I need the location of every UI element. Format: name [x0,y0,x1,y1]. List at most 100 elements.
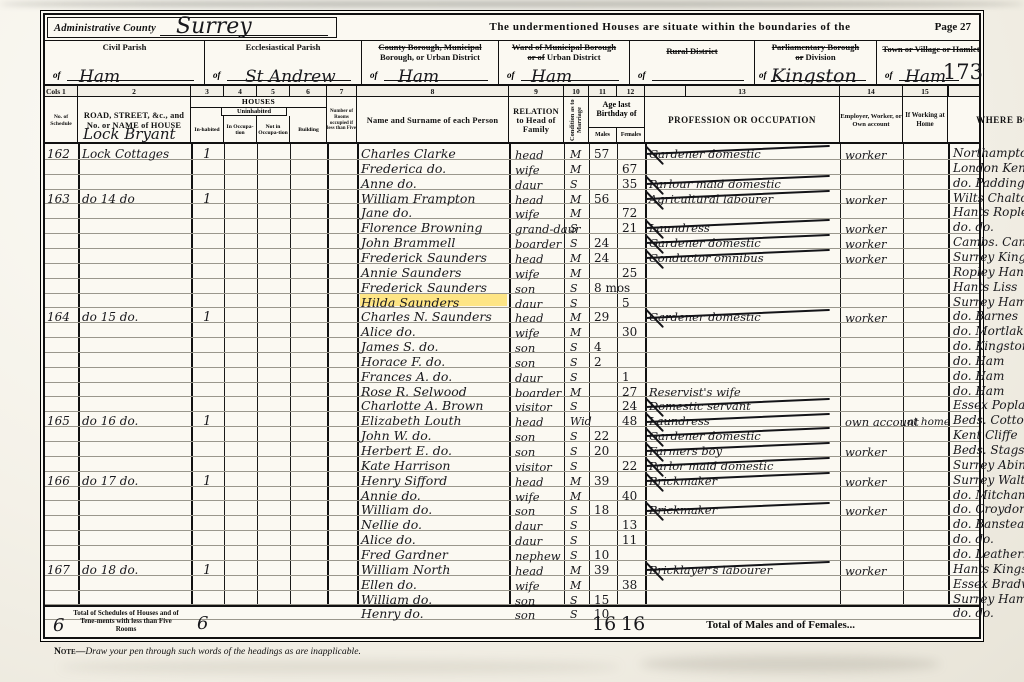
cell-road-street: do 17 do. [82,473,139,488]
district-of-label: of [370,70,378,80]
district-of-label: of [885,70,893,80]
table-row[interactable]: William do. son S 15 Surrey Ham [45,590,1024,608]
cell-inhabited: 1 [203,191,212,207]
cell-road-street: do 18 do. [82,562,139,577]
table-row[interactable]: John Brammell boarder S 24 Gardener domestic… [45,233,1024,255]
cell-relation: head [515,415,544,430]
cell-road-street: do 16 do. [82,414,139,429]
cell-condition: S [570,519,578,533]
header-rooms-label: Number of Rooms occupied if less than Fi… [327,109,356,132]
cell-age-male: 57 [594,147,610,161]
table-row[interactable]: 163 do 14 do 1 William Frampton head M 56 Agric… [45,189,1024,210]
header-age-males: Males [589,127,617,144]
column-rule [509,144,511,605]
colnum-spacer [685,86,686,97]
cell-where-born: do. Ham [953,368,1005,383]
header-relation: RELATION to Head of Family [509,97,564,144]
cell-name-surname: Frederick Saunders [361,249,487,265]
cell-employer-worker: worker [845,237,887,252]
cell-where-born: Kent Cliffe [953,428,1018,443]
table-row[interactable]: John W. do. son S 22 Gardener domestic Kent C… [45,426,1018,448]
table-row[interactable]: Charlotte A. Brown visitor S 24 Domestic ser… [45,396,1024,418]
row-rule [45,455,979,457]
district-rule [899,80,959,81]
colnum-11: 11 [589,86,617,97]
table-row[interactable]: Hilda Saunders daur S 5 Surrey Ham [45,293,1024,311]
district-county-borough: County Borough, Municipal Borough, or Ur… [362,41,499,87]
cell-where-born: Essex Bradwell [953,576,1024,591]
cell-name-surname: Hilda Saunders [361,294,460,310]
table-row[interactable]: Annie do. wife M 40 do. Mitcham [45,486,1024,504]
row-rule [45,530,979,532]
administrative-county-label: Administrative County [54,23,156,34]
table-row[interactable]: 162 Lock Cottages 1 Charles Clarke head M 57 Ga… [45,144,1024,165]
cell-where-born: do. Mitcham [953,487,1024,502]
cell-age-female: 67 [622,161,638,176]
administrative-rule [160,35,328,36]
table-row[interactable]: 165 do 16 do. 1 Elizabeth Louth head Wid 48 Lau… [45,411,1024,433]
cell-relation: head [515,311,544,326]
cell-road-street: do 14 do [82,191,135,206]
table-row[interactable]: Florence Browning grand-daur S 21 Laundress w… [45,218,994,240]
district-title-second-line: or of Urban District [527,52,601,62]
cell-relation: daur [515,370,543,385]
cell-where-born: Essex Poplar [953,398,1024,413]
table-row[interactable]: William do. son S 18 Brickmaker worker do. Cro… [45,500,1024,522]
header-building-label: Building [298,126,319,133]
column-number-strip: Cols 1 2 3 4 5 6 7 8 9 10 11 12 13 14 15 [45,86,979,97]
cell-age-female: 72 [622,206,638,221]
table-row[interactable]: Ellen do. wife M 38 Essex Bradwell [45,575,1024,593]
district-of-label: of [759,70,767,80]
cell-condition: S [570,222,578,236]
colnum-3: 3 [191,86,224,97]
table-row[interactable]: 166 do 17 do. 1 Henry Sifford head M 39 Brickma… [45,471,1024,492]
cell-where-born: do. Leatherhead [953,546,1024,561]
table-row[interactable]: Frederick Saunders head M 24 Conductor omnib… [45,248,1024,269]
cell-relation: son [515,504,536,519]
cell-condition: S [570,237,578,251]
table-row[interactable]: Anne do. daur S 35 Parlour maid domestic do. … [45,174,1024,195]
header-inhabited: In-habited [191,116,224,144]
page-number: Page 27 [934,21,971,33]
cell-name-surname: Frederick Saunders [361,279,487,295]
cell-age-female: 13 [622,518,638,533]
cell-relation: wife [515,207,540,222]
cell-where-born: Surrey Abinger [953,457,1024,472]
cell-age-female: 1 [622,369,630,384]
table-row[interactable]: Rose R. Selwood boarder M 27 Reservist's wif… [45,382,1004,400]
cell-relation: wife [515,489,540,504]
cell-where-born: Wilts Chalton [953,190,1024,205]
cell-condition: S [570,445,578,458]
header-name-surname: Name and Surname of each Person [357,97,509,144]
district-parliamentary: Parliamentary Borough or Division of Kin… [755,41,877,87]
row-rule [45,322,979,324]
table-row[interactable]: Herbert E. do. son S 20 Farmers boy worker Bed… [45,441,1024,462]
cell-employer-worker: worker [845,222,887,237]
colnum-10: 10 [564,86,589,97]
row-highlight [360,293,507,307]
cell-relation: wife [515,266,540,281]
district-title-second-line: Borough, or Urban District [380,52,480,62]
cell-schedule-number: 165 [47,414,70,429]
table-row[interactable]: 164 do 15 do. 1 Charles N. Saunders head M 29 G… [45,307,1018,329]
totals-males-value: 16 [592,613,617,635]
table-row[interactable]: Kate Harrison visitor S 22 Parlor maid domes… [45,456,1024,477]
cell-employer-worker: worker [845,504,887,519]
table-row[interactable]: 167 do 18 do. 1 William North head M 39 Brickla… [45,560,1024,581]
column-rule [290,144,291,605]
row-rule [45,589,979,591]
table-row[interactable]: Alice do. daur S 11 do. do. [45,530,994,548]
district-heading-band: Civil Parish of Ham Ecclesiastical Paris… [45,41,983,87]
cell-relation: head [515,192,544,207]
